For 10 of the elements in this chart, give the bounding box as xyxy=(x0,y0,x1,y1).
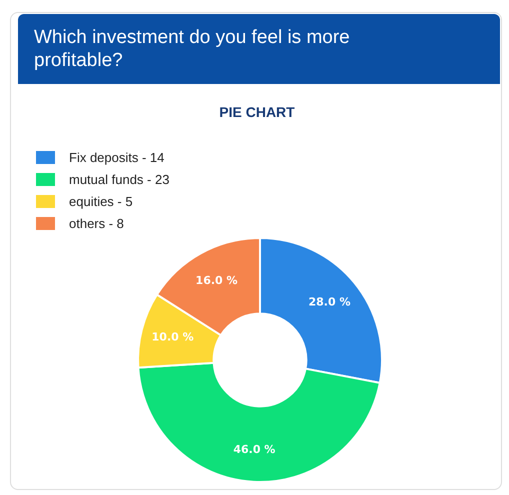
data-label: 16.0 % xyxy=(196,274,238,287)
data-label: 28.0 % xyxy=(308,295,350,308)
legend-label: others - 8 xyxy=(69,216,124,230)
legend-label: equities - 5 xyxy=(69,194,133,208)
legend-label: Fix deposits - 14 xyxy=(69,150,164,164)
data-label: 10.0 % xyxy=(152,330,194,344)
legend-label: mutual funds - 23 xyxy=(69,172,170,186)
chart-subtitle: PIE CHART xyxy=(218,104,296,120)
chart-title: Which investment do you feel is more profitable? xyxy=(18,14,500,84)
data-label: 46.0 % xyxy=(233,442,276,456)
